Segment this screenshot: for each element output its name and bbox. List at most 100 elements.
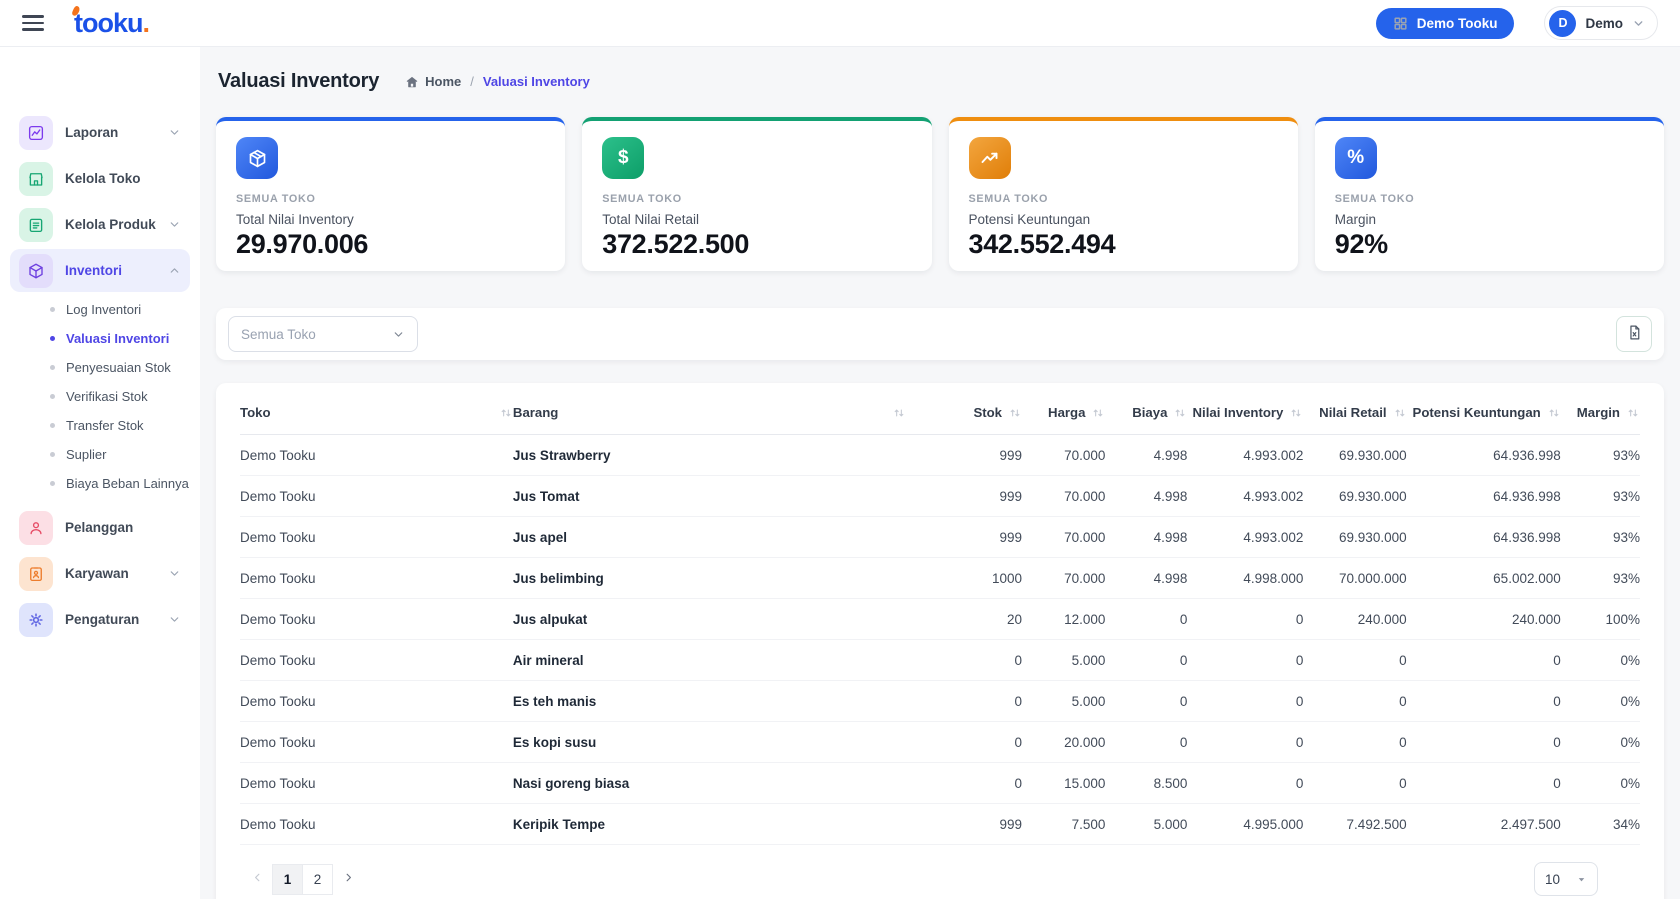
- store-filter-select[interactable]: Semua Toko: [228, 316, 418, 352]
- sidebar-subitem-penyesuaian-stok[interactable]: Penyesuaian Stok: [10, 353, 190, 382]
- breadcrumb-home-link[interactable]: Home: [405, 74, 461, 89]
- column-header-stok[interactable]: Stok: [906, 397, 1022, 435]
- badge-icon: [19, 557, 53, 591]
- pagination-page-2[interactable]: 2: [302, 864, 333, 895]
- bullet-dot: [50, 423, 55, 428]
- pagination-bar: 12 10: [240, 845, 1640, 899]
- cell-nilai-inventory: 4.993.002: [1187, 517, 1303, 558]
- store-icon: [19, 162, 53, 196]
- person-icon: [19, 511, 53, 545]
- sidebar-subitem-log-inventori[interactable]: Log Inventori: [10, 295, 190, 324]
- cell-barang: Es kopi susu: [513, 722, 906, 763]
- sort-icon[interactable]: [1091, 406, 1105, 420]
- column-header-margin[interactable]: Margin: [1561, 397, 1640, 435]
- sidebar-item-kelola-produk[interactable]: Kelola Produk: [10, 203, 190, 246]
- cell-margin: 100%: [1561, 599, 1640, 640]
- column-label: Biaya: [1132, 405, 1167, 420]
- sidebar-item-inventori[interactable]: Inventori: [10, 249, 190, 292]
- column-header-harga[interactable]: Harga: [1022, 397, 1105, 435]
- bullet-dot: [50, 336, 55, 341]
- column-header-nilai-inventory[interactable]: Nilai Inventory: [1187, 397, 1303, 435]
- hamburger-menu-icon[interactable]: [22, 15, 44, 31]
- table-row: Demo TookuJus Tomat99970.0004.9984.993.0…: [240, 476, 1640, 517]
- sidebar-subitem-valuasi-inventori[interactable]: Valuasi Inventori: [10, 324, 190, 353]
- cell-barang: Jus apel: [513, 517, 906, 558]
- sidebar-subitem-biaya-beban-lainnya[interactable]: Biaya Beban Lainnya: [10, 469, 190, 498]
- chevron-down-icon: [168, 613, 181, 626]
- cell-toko: Demo Tooku: [240, 640, 513, 681]
- table-row: Demo TookuAir mineral05.00000000%: [240, 640, 1640, 681]
- sidebar-item-laporan[interactable]: Laporan: [10, 111, 190, 154]
- chevron-down-icon: [168, 126, 181, 139]
- sort-icon[interactable]: [1008, 406, 1022, 420]
- stat-card-scope: SEMUA TOKO: [602, 193, 911, 205]
- cell-nilai-inventory: 4.993.002: [1187, 476, 1303, 517]
- pagination-page-1[interactable]: 1: [272, 864, 303, 895]
- column-header-biaya[interactable]: Biaya: [1105, 397, 1187, 435]
- user-menu[interactable]: D Demo: [1544, 6, 1658, 40]
- sort-icon[interactable]: [892, 406, 906, 420]
- stat-card-value: 92%: [1335, 229, 1644, 260]
- page-size-select[interactable]: 10: [1534, 862, 1598, 896]
- page-head: Valuasi Inventory Home / Valuasi Invento…: [216, 70, 1664, 93]
- sidebar-item-pengaturan[interactable]: Pengaturan: [10, 598, 190, 641]
- sort-icon[interactable]: [1626, 406, 1640, 420]
- sort-icon[interactable]: [1547, 406, 1561, 420]
- chart-icon: [19, 116, 53, 150]
- bullet-dot: [50, 481, 55, 486]
- sidebar-subitem-suplier[interactable]: Suplier: [10, 440, 190, 469]
- cell-potensi-keuntungan: 240.000: [1407, 599, 1561, 640]
- cell-harga: 15.000: [1022, 763, 1105, 804]
- sort-icon[interactable]: [1289, 406, 1303, 420]
- cell-toko: Demo Tooku: [240, 804, 513, 845]
- page-size-value: 10: [1545, 872, 1560, 887]
- pagination-next-button[interactable]: [333, 864, 364, 895]
- sort-icon[interactable]: [499, 406, 513, 420]
- cell-toko: Demo Tooku: [240, 435, 513, 476]
- sidebar-item-karyawan[interactable]: Karyawan: [10, 552, 190, 595]
- cell-harga: 7.500: [1022, 804, 1105, 845]
- column-header-barang[interactable]: Barang: [513, 397, 906, 435]
- sidebar-subitem-transfer-stok[interactable]: Transfer Stok: [10, 411, 190, 440]
- cell-margin: 93%: [1561, 435, 1640, 476]
- app-logo[interactable]: tooku.: [74, 10, 149, 37]
- cell-nilai-retail: 69.930.000: [1303, 435, 1406, 476]
- sidebar-subitem-verifikasi-stok[interactable]: Verifikasi Stok: [10, 382, 190, 411]
- clipboard-icon: [19, 208, 53, 242]
- stat-card-title: Total Nilai Inventory: [236, 212, 545, 227]
- bullet-dot: [50, 307, 55, 312]
- main-content: Valuasi Inventory Home / Valuasi Invento…: [200, 47, 1680, 899]
- cell-nilai-inventory: 0: [1187, 599, 1303, 640]
- cell-nilai-retail: 7.492.500: [1303, 804, 1406, 845]
- stat-card-scope: SEMUA TOKO: [969, 193, 1278, 205]
- column-header-nilai-retail[interactable]: Nilai Retail: [1303, 397, 1406, 435]
- sidebar-item-pelanggan[interactable]: Pelanggan: [10, 506, 190, 549]
- cell-nilai-inventory: 0: [1187, 681, 1303, 722]
- breadcrumb-separator: /: [470, 74, 474, 89]
- chevron-down-icon: [1576, 874, 1587, 885]
- sort-icon[interactable]: [1393, 406, 1407, 420]
- sort-icon[interactable]: [1173, 406, 1187, 420]
- export-button[interactable]: [1616, 316, 1652, 352]
- cell-toko: Demo Tooku: [240, 722, 513, 763]
- cell-barang: Es teh manis: [513, 681, 906, 722]
- chevron-left-icon: [251, 871, 264, 887]
- column-label: Nilai Inventory: [1193, 405, 1284, 420]
- cell-toko: Demo Tooku: [240, 476, 513, 517]
- column-header-toko[interactable]: Toko: [240, 397, 513, 435]
- cell-harga: 5.000: [1022, 681, 1105, 722]
- column-label: Margin: [1577, 405, 1620, 420]
- cell-potensi-keuntungan: 64.936.998: [1407, 517, 1561, 558]
- breadcrumb-current: Valuasi Inventory: [483, 74, 590, 89]
- cell-barang: Keripik Tempe: [513, 804, 906, 845]
- inventory-valuation-table-card: TokoBarangStokHarga Biaya Nilai Inventory N…: [216, 383, 1664, 899]
- pagination-prev-button[interactable]: [242, 864, 273, 895]
- cell-biaya: 0: [1105, 722, 1187, 763]
- cell-biaya: 0: [1105, 681, 1187, 722]
- sidebar-item-kelola-toko[interactable]: Kelola Toko: [10, 157, 190, 200]
- column-header-potensi-keuntungan[interactable]: Potensi Keuntungan: [1407, 397, 1561, 435]
- cell-biaya: 0: [1105, 640, 1187, 681]
- gear-icon: [19, 603, 53, 637]
- app-window: tooku. Demo Tooku D Demo LaporanKelola T…: [0, 0, 1680, 899]
- workspace-button[interactable]: Demo Tooku: [1376, 8, 1515, 39]
